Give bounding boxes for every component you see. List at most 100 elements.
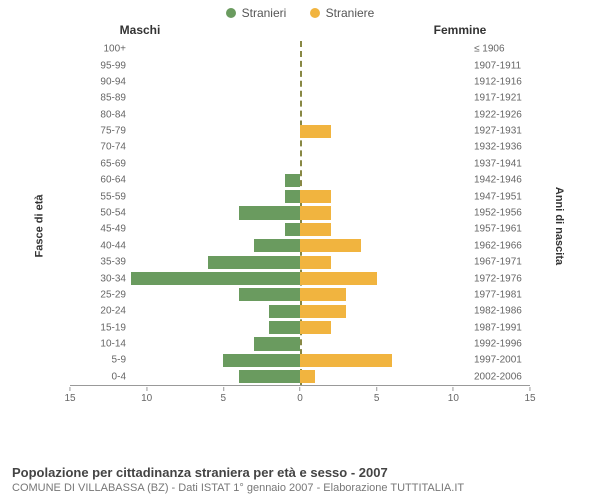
birth-year-label: 2002-2006 (474, 371, 530, 382)
birth-year-label: 1937-1941 (474, 158, 530, 169)
birth-year-label: 1982-1986 (474, 306, 530, 317)
legend: Stranieri Straniere (0, 0, 600, 23)
birth-year-label: 1957-1961 (474, 224, 530, 235)
male-bar (254, 239, 300, 252)
header-male: Maschi (10, 23, 300, 37)
x-tick: 5 (374, 387, 380, 404)
age-label: 60-64 (70, 175, 126, 186)
age-label: 10-14 (70, 339, 126, 350)
age-row: 95-99 1907-1911 (70, 57, 530, 73)
legend-swatch-female (310, 8, 320, 18)
male-bar (223, 354, 300, 367)
age-row: 75-79 1927-1931 (70, 123, 530, 139)
age-label: 70-74 (70, 142, 126, 153)
x-axis: 15105051015 (70, 385, 530, 411)
female-bar (300, 256, 331, 269)
age-row: 65-69 1937-1941 (70, 156, 530, 172)
age-row: 50-54 1952-1956 (70, 205, 530, 221)
age-row: 55-59 1947-1951 (70, 188, 530, 204)
age-label: 65-69 (70, 158, 126, 169)
male-bar (239, 288, 300, 301)
legend-label-female: Straniere (326, 6, 375, 20)
male-bar (285, 190, 300, 203)
chart-footer: Popolazione per cittadinanza straniera p… (12, 465, 588, 494)
female-bar (300, 272, 377, 285)
male-bar (208, 256, 300, 269)
female-bar (300, 239, 361, 252)
age-label: 35-39 (70, 257, 126, 268)
x-tick: 10 (448, 387, 459, 404)
age-row: 100+ ≤ 1906 (70, 41, 530, 57)
female-bar (300, 321, 331, 334)
age-row: 45-49 1957-1961 (70, 221, 530, 237)
age-label: 75-79 (70, 126, 126, 137)
birth-year-label: ≤ 1906 (474, 44, 530, 55)
age-label: 25-29 (70, 289, 126, 300)
age-row: 20-24 1982-1986 (70, 303, 530, 319)
chart-subtitle: COMUNE DI VILLABASSA (BZ) - Dati ISTAT 1… (12, 482, 588, 494)
male-bar (269, 321, 300, 334)
female-bar (300, 288, 346, 301)
female-bar (300, 223, 331, 236)
male-bar (285, 223, 300, 236)
age-label: 45-49 (70, 224, 126, 235)
legend-swatch-male (226, 8, 236, 18)
x-axis-line (70, 385, 530, 386)
birth-year-label: 1987-1991 (474, 322, 530, 333)
age-label: 90-94 (70, 76, 126, 87)
age-label: 50-54 (70, 207, 126, 218)
birth-year-label: 1952-1956 (474, 207, 530, 218)
age-label: 80-84 (70, 109, 126, 120)
age-row: 5-9 1997-2001 (70, 352, 530, 368)
birth-year-label: 1942-1946 (474, 175, 530, 186)
age-label: 30-34 (70, 273, 126, 284)
birth-year-label: 1922-1926 (474, 109, 530, 120)
header-female: Femmine (300, 23, 590, 37)
age-row: 10-141992-1996 (70, 336, 530, 352)
male-bar (254, 337, 300, 350)
age-row: 90-94 1912-1916 (70, 74, 530, 90)
rows-container: 100+ ≤ 1906 95-99 1907-1911 90-94 1912-1916 85… (10, 41, 590, 411)
male-bar (131, 272, 300, 285)
male-bar (285, 174, 300, 187)
age-row: 85-89 1917-1921 (70, 90, 530, 106)
x-tick: 0 (297, 387, 303, 404)
male-bar (239, 206, 300, 219)
birth-year-label: 1972-1976 (474, 273, 530, 284)
age-label: 85-89 (70, 93, 126, 104)
birth-year-label: 1947-1951 (474, 191, 530, 202)
age-label: 15-19 (70, 322, 126, 333)
legend-item-female: Straniere (310, 6, 375, 20)
birth-year-label: 1907-1911 (474, 60, 530, 71)
legend-item-male: Stranieri (226, 6, 287, 20)
birth-year-label: 1927-1931 (474, 126, 530, 137)
age-label: 0-4 (70, 371, 126, 382)
age-label: 55-59 (70, 191, 126, 202)
age-label: 95-99 (70, 60, 126, 71)
birth-year-label: 1977-1981 (474, 289, 530, 300)
female-bar (300, 305, 346, 318)
male-bar (239, 370, 300, 383)
x-tick: 5 (221, 387, 227, 404)
female-bar (300, 354, 392, 367)
x-tick: 15 (524, 387, 535, 404)
age-row: 60-64 1942-1946 (70, 172, 530, 188)
birth-year-label: 1912-1916 (474, 76, 530, 87)
age-row: 0-4 2002-2006 (70, 369, 530, 385)
age-row: 25-29 1977-1981 (70, 287, 530, 303)
female-bar (300, 370, 315, 383)
birth-year-label: 1967-1971 (474, 257, 530, 268)
birth-year-label: 1997-2001 (474, 355, 530, 366)
age-label: 20-24 (70, 306, 126, 317)
chart-title: Popolazione per cittadinanza straniera p… (12, 465, 588, 480)
age-row: 70-741932-1936 (70, 139, 530, 155)
age-row: 40-44 1962-1966 (70, 238, 530, 254)
age-row: 80-84 1922-1926 (70, 107, 530, 123)
age-label: 100+ (70, 44, 126, 55)
age-label: 5-9 (70, 355, 126, 366)
female-bar (300, 206, 331, 219)
birth-year-label: 1962-1966 (474, 240, 530, 251)
age-row: 15-19 1987-1991 (70, 319, 530, 335)
age-label: 40-44 (70, 240, 126, 251)
birth-year-label: 1917-1921 (474, 93, 530, 104)
